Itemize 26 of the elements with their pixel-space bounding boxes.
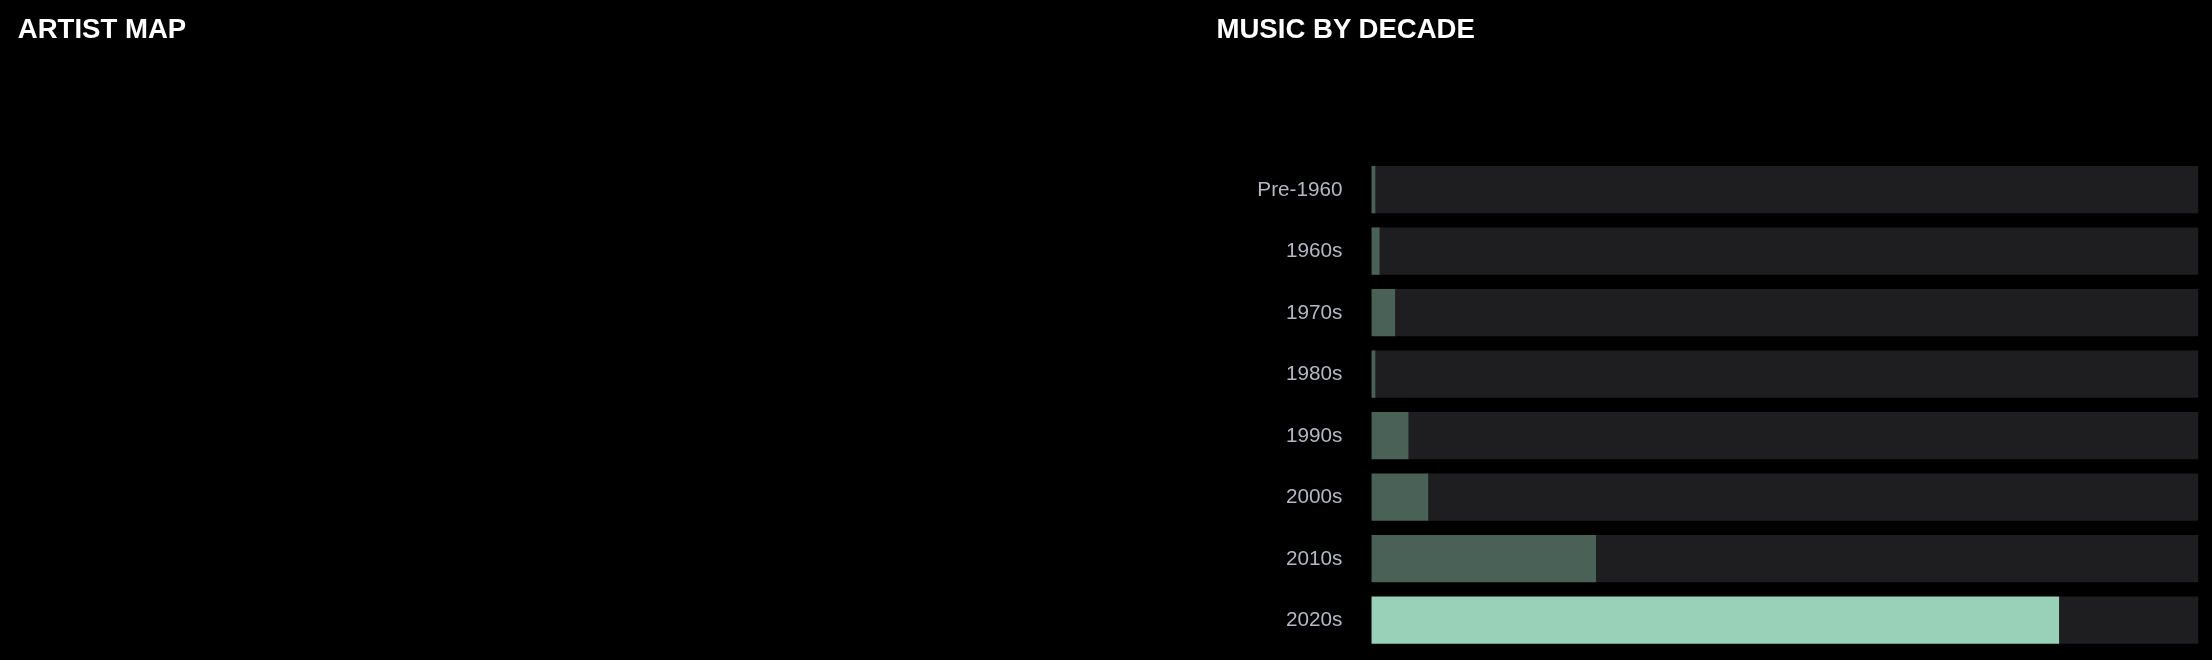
bar [1371, 288, 1396, 337]
y-tick-label: 1960s [1286, 238, 1343, 262]
bar [1408, 411, 2199, 460]
y-tick-label: 1990s [1286, 422, 1343, 446]
y-tick-label: 2010s [1286, 545, 1343, 569]
y-tick-label: 1970s [1286, 299, 1343, 323]
y-tick-label: 1980s [1286, 361, 1343, 385]
bar [1379, 227, 2199, 275]
text: ARTIST MAP [17, 13, 187, 45]
bar [1395, 288, 2199, 337]
bar [1371, 473, 1429, 521]
bar [1371, 596, 2060, 644]
chart-title: MUSIC BY DECADE [1216, 13, 1475, 45]
bar [1371, 227, 1380, 275]
bar [1375, 350, 2199, 398]
bar [2059, 596, 2199, 644]
y-tick-label: Pre-1960 [1257, 176, 1343, 200]
bar [1375, 165, 2199, 214]
bar [1371, 165, 1376, 214]
bar [1371, 534, 1597, 583]
y-tick-label: 2020s [1286, 607, 1343, 631]
y-tick-label: 2000s [1286, 484, 1343, 508]
bar [1371, 411, 1409, 460]
bar [1428, 473, 2199, 521]
bar [1371, 350, 1376, 398]
bar [1596, 534, 2199, 583]
